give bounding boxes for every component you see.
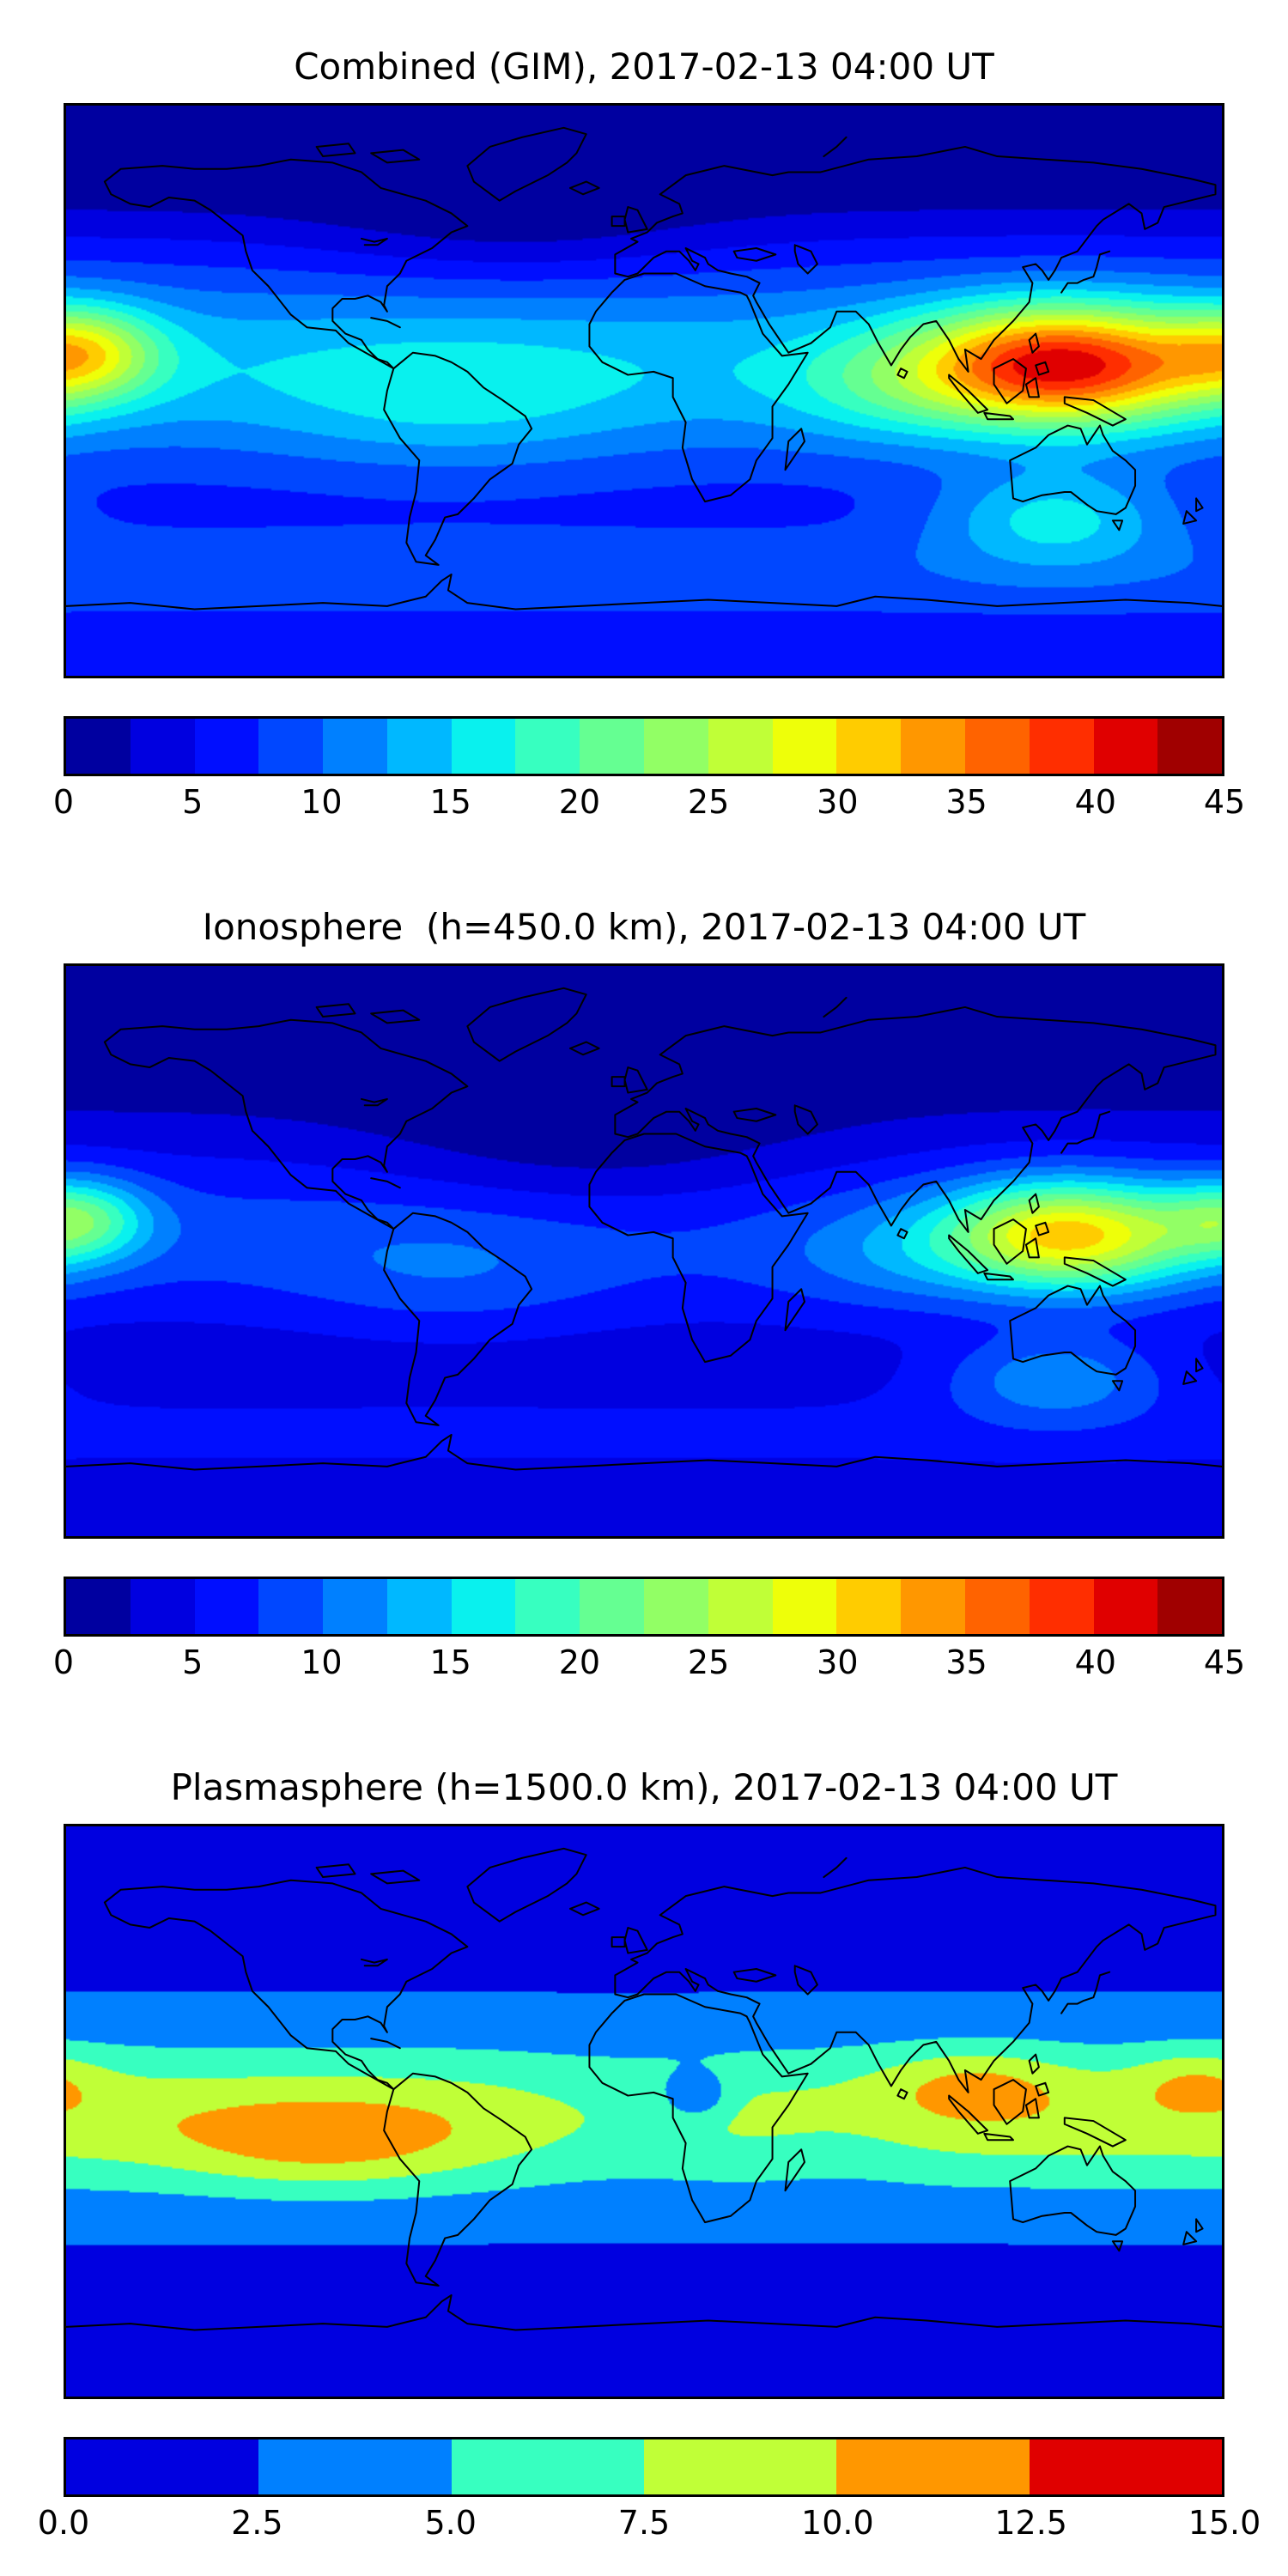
colorbar-tick-label: 10.0 bbox=[801, 2504, 874, 2542]
colorbar-segment bbox=[323, 1579, 387, 1634]
coastlines-overlay bbox=[66, 966, 1222, 1536]
colorbar-segment bbox=[964, 719, 1030, 774]
colorbar-segment bbox=[772, 1579, 837, 1634]
colorbar-tick-label: 30 bbox=[817, 1643, 859, 1681]
colorbar-tick-label: 7.5 bbox=[617, 2504, 671, 2542]
colorbar-segment bbox=[1157, 1579, 1222, 1634]
colorbar-tick-label: 0.0 bbox=[37, 2504, 90, 2542]
colorbar-segment bbox=[836, 719, 902, 774]
colorbar-tick-label: 15 bbox=[429, 1643, 471, 1681]
colorbar-tick-label: 25 bbox=[687, 783, 730, 821]
colorbar-segment bbox=[194, 1579, 259, 1634]
colorbar-tick-label: 5 bbox=[182, 1643, 204, 1681]
colorbar-tick-label: 5 bbox=[182, 783, 204, 821]
coastline-path bbox=[66, 988, 1222, 1470]
colorbar-segment bbox=[451, 719, 516, 774]
colorbar-tick-label: 25 bbox=[687, 1643, 730, 1681]
colorbar-plasmasphere bbox=[64, 2437, 1224, 2497]
colorbar-segment bbox=[644, 719, 708, 774]
colorbar-segment bbox=[772, 719, 837, 774]
colorbar-combined bbox=[64, 716, 1224, 776]
colorbar-segment bbox=[515, 1579, 580, 1634]
panel-title-ionosphere: Ionosphere (h=450.0 km), 2017-02-13 04:0… bbox=[202, 906, 1086, 948]
colorbar-tick-label: 10 bbox=[301, 1643, 343, 1681]
colorbar-tick-label: 15 bbox=[429, 783, 471, 821]
colorbar-segment bbox=[451, 2439, 644, 2494]
colorbar-segment bbox=[66, 2439, 259, 2494]
colorbar-segment bbox=[1093, 719, 1158, 774]
colorbar-segment bbox=[194, 719, 259, 774]
colorbar-tick-labels-plasmasphere: 0.0 2.5 5.0 7.5 10.0 12.5 15.0 bbox=[38, 2497, 1261, 2542]
panel-title-plasmasphere: Plasmasphere (h=1500.0 km), 2017-02-13 0… bbox=[170, 1766, 1118, 1808]
colorbar-tick-label: 35 bbox=[945, 783, 987, 821]
world-map-plasmasphere bbox=[64, 1824, 1224, 2399]
tec-field-canvas-ionosphere bbox=[66, 966, 1222, 1536]
colorbar-segment bbox=[1029, 2439, 1222, 2494]
colorbar-segment bbox=[258, 1579, 324, 1634]
colorbar-tick-label: 40 bbox=[1074, 783, 1116, 821]
colorbar-segment bbox=[66, 1579, 131, 1634]
colorbar-segment bbox=[130, 1579, 195, 1634]
colorbar-segment bbox=[1029, 719, 1094, 774]
colorbar-tick-label: 2.5 bbox=[231, 2504, 283, 2542]
colorbar-tick-label: 45 bbox=[1203, 1643, 1246, 1681]
coastline-path bbox=[66, 128, 1222, 610]
colorbar-segment bbox=[901, 719, 965, 774]
colorbar-segment bbox=[386, 1579, 452, 1634]
colorbar-segment bbox=[901, 1579, 965, 1634]
world-map-combined bbox=[64, 103, 1224, 678]
colorbar-segment bbox=[1157, 719, 1222, 774]
colorbar-tick-label: 10 bbox=[301, 783, 343, 821]
colorbar-segment bbox=[708, 719, 773, 774]
colorbar-segment bbox=[836, 2439, 1030, 2494]
colorbar-segment bbox=[1029, 1579, 1094, 1634]
colorbar-tick-label: 20 bbox=[558, 783, 601, 821]
colorbar-tick-label: 35 bbox=[945, 1643, 987, 1681]
colorbar-tick-label: 30 bbox=[817, 783, 859, 821]
colorbar-segment bbox=[386, 719, 452, 774]
colorbar-tick-label: 12.5 bbox=[994, 2504, 1067, 2542]
colorbar-tick-label: 45 bbox=[1203, 783, 1246, 821]
colorbar-tick-label: 0 bbox=[52, 783, 75, 821]
colorbar-segment bbox=[258, 719, 324, 774]
panel-plasmasphere: Plasmasphere (h=1500.0 km), 2017-02-13 0… bbox=[0, 1765, 1288, 2542]
panel-ionosphere: Ionosphere (h=450.0 km), 2017-02-13 04:0… bbox=[0, 905, 1288, 1681]
colorbar-segment bbox=[836, 1579, 902, 1634]
colorbar-segment bbox=[643, 2439, 837, 2494]
colorbar-segment bbox=[964, 1579, 1030, 1634]
colorbar-tick-label: 15.0 bbox=[1188, 2504, 1261, 2542]
colorbar-tick-label: 20 bbox=[558, 1643, 601, 1681]
colorbar-segment bbox=[1093, 1579, 1158, 1634]
colorbar-segment bbox=[66, 719, 131, 774]
coastline-path bbox=[66, 1849, 1222, 2330]
colorbar-segment bbox=[580, 1579, 645, 1634]
coastlines-overlay bbox=[66, 106, 1222, 676]
tec-field-canvas-combined bbox=[66, 106, 1222, 676]
colorbar-segment bbox=[708, 1579, 773, 1634]
panel-combined-gim: Combined (GIM), 2017-02-13 04:00 UT 0 5 10… bbox=[0, 45, 1288, 821]
colorbar-segment bbox=[580, 719, 645, 774]
colorbar-tick-labels-combined: 0 5 10 15 20 25 30 35 40 45 bbox=[53, 776, 1245, 821]
colorbar-segment bbox=[515, 719, 580, 774]
colorbar-segment bbox=[323, 719, 387, 774]
colorbar-segment bbox=[451, 1579, 516, 1634]
colorbar-segment bbox=[258, 2439, 452, 2494]
colorbar-tick-labels-ionosphere: 0 5 10 15 20 25 30 35 40 45 bbox=[53, 1637, 1245, 1681]
colorbar-segment bbox=[644, 1579, 708, 1634]
colorbar-tick-label: 5.0 bbox=[424, 2504, 477, 2542]
colorbar-segment bbox=[130, 719, 195, 774]
colorbar-ionosphere bbox=[64, 1577, 1224, 1637]
world-map-ionosphere bbox=[64, 963, 1224, 1539]
colorbar-tick-label: 0 bbox=[52, 1643, 75, 1681]
colorbar-tick-label: 40 bbox=[1074, 1643, 1116, 1681]
coastlines-overlay bbox=[66, 1826, 1222, 2397]
tec-field-canvas-plasmasphere bbox=[66, 1826, 1222, 2397]
panel-title-combined: Combined (GIM), 2017-02-13 04:00 UT bbox=[294, 46, 994, 88]
